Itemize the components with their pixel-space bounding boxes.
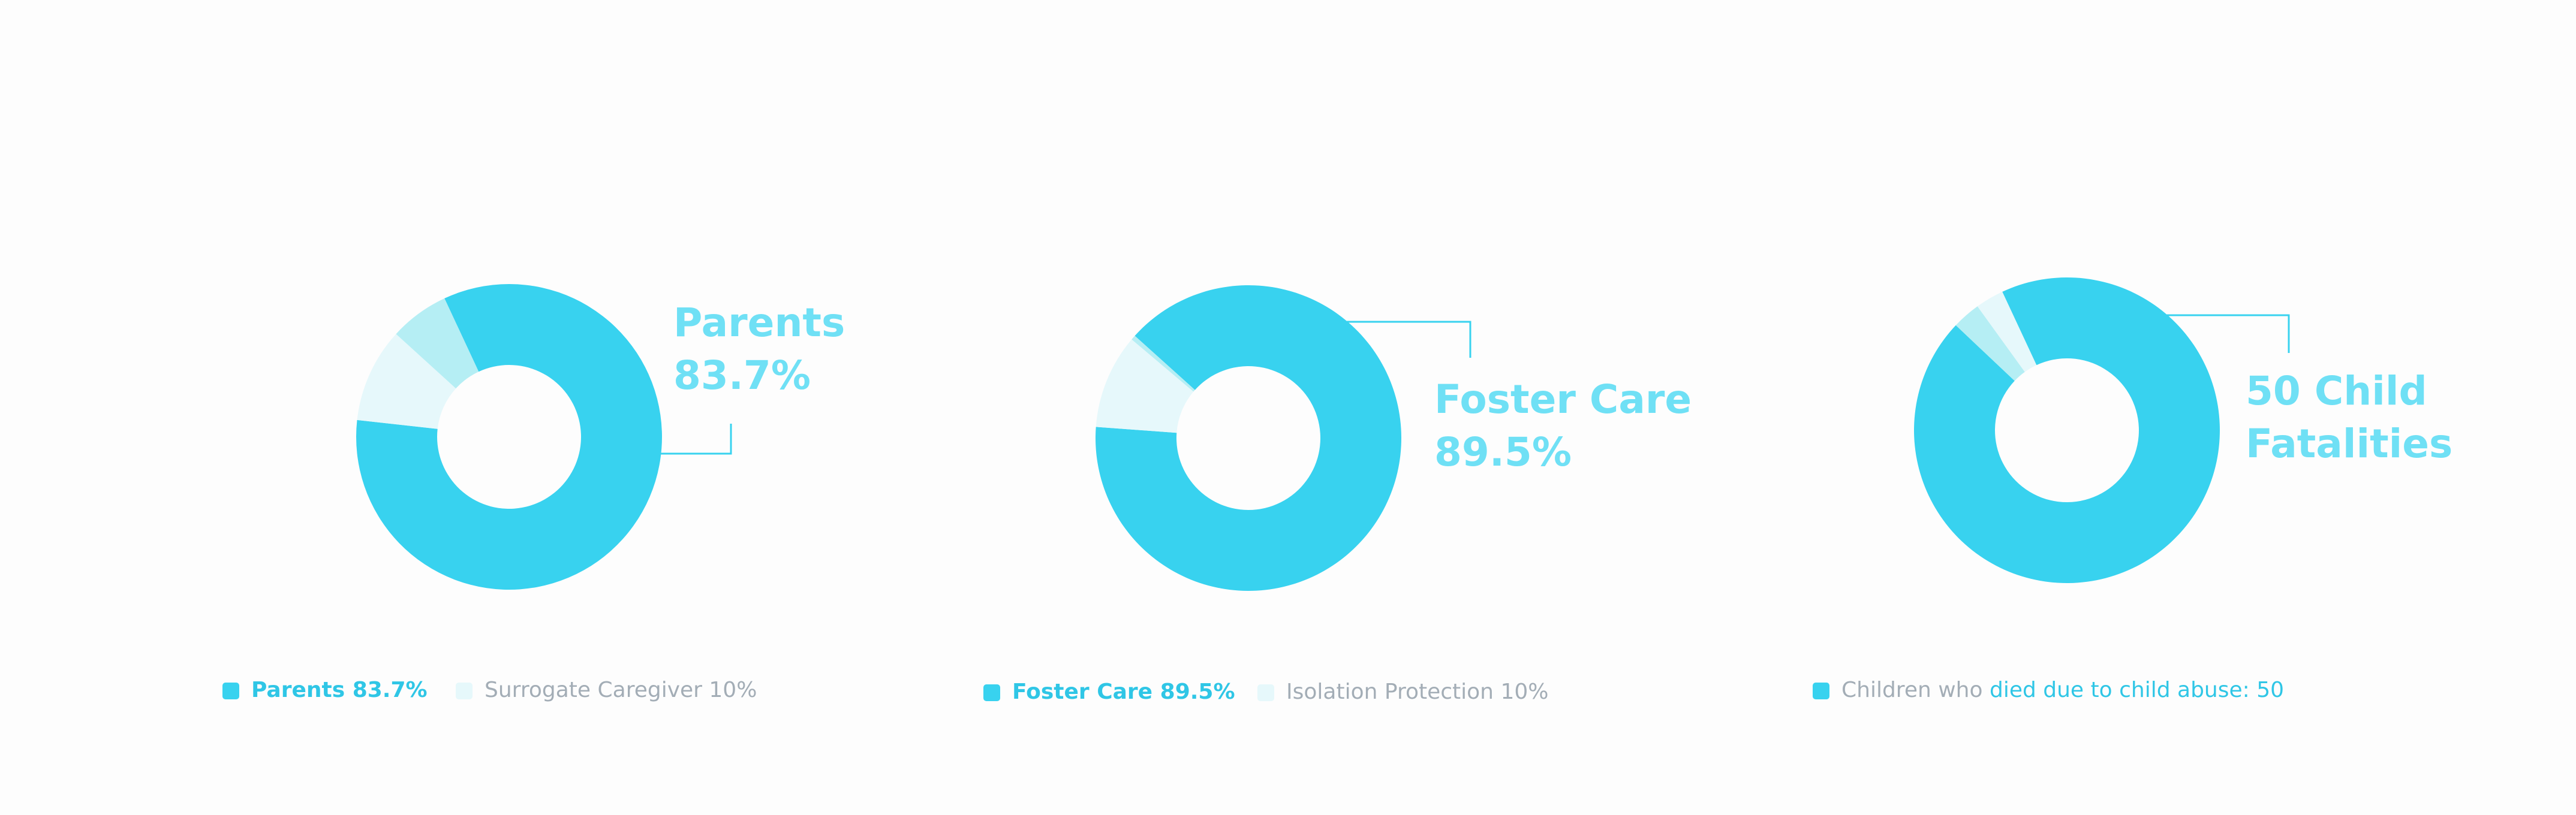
donut-slice — [357, 334, 456, 429]
legend-swatch — [983, 684, 1000, 701]
donut-slice — [1977, 291, 2037, 372]
callout-line — [2165, 314, 2290, 353]
legend-category: Parents — [251, 678, 345, 702]
legend-text: Children who died due to child abuse: 50 — [1841, 678, 2284, 702]
legend-swatch — [1813, 683, 1829, 699]
callout-category: Parents — [673, 300, 845, 346]
legend-highlight: died due to child abuse: 50 — [1990, 678, 2284, 702]
callout-text: Fatalities — [2246, 421, 2452, 467]
legend-category: Surrogate Caregiver — [484, 678, 702, 702]
legend-value: 83.7% — [353, 678, 428, 702]
donut-slice — [1096, 339, 1194, 433]
callout-line — [1347, 321, 1471, 358]
legend-value: 10% — [709, 678, 757, 702]
donut-slice — [396, 298, 479, 389]
legend-swatch — [456, 683, 473, 699]
legend-swatch — [222, 683, 239, 699]
callout-text: 50 Child — [2246, 368, 2427, 414]
callout-value: 83.7% — [673, 352, 811, 399]
legend-value: 10% — [1500, 680, 1548, 704]
donut-slice — [1131, 336, 1195, 392]
legend-prefix: Children who — [1841, 678, 1983, 702]
legend-value: 89.5% — [1160, 680, 1235, 704]
callout-line — [658, 424, 732, 455]
callout-category: Foster Care — [1434, 376, 1692, 422]
legend-text: Parents 83.7% — [251, 678, 428, 702]
donut-slice — [356, 284, 662, 590]
legend-text: Foster Care 89.5% — [1012, 680, 1235, 704]
donut-slice — [1914, 277, 2220, 584]
donut-slice — [1955, 306, 2025, 381]
callout-value: 89.5% — [1434, 429, 1572, 475]
legend-category: Foster Care — [1012, 680, 1152, 704]
legend-text: Surrogate Caregiver 10% — [484, 678, 757, 702]
legend-swatch — [1257, 684, 1274, 701]
legend-category: Isolation Protection — [1286, 680, 1494, 704]
donut-slice — [1096, 285, 1401, 591]
legend-text: Isolation Protection 10% — [1286, 680, 1548, 704]
